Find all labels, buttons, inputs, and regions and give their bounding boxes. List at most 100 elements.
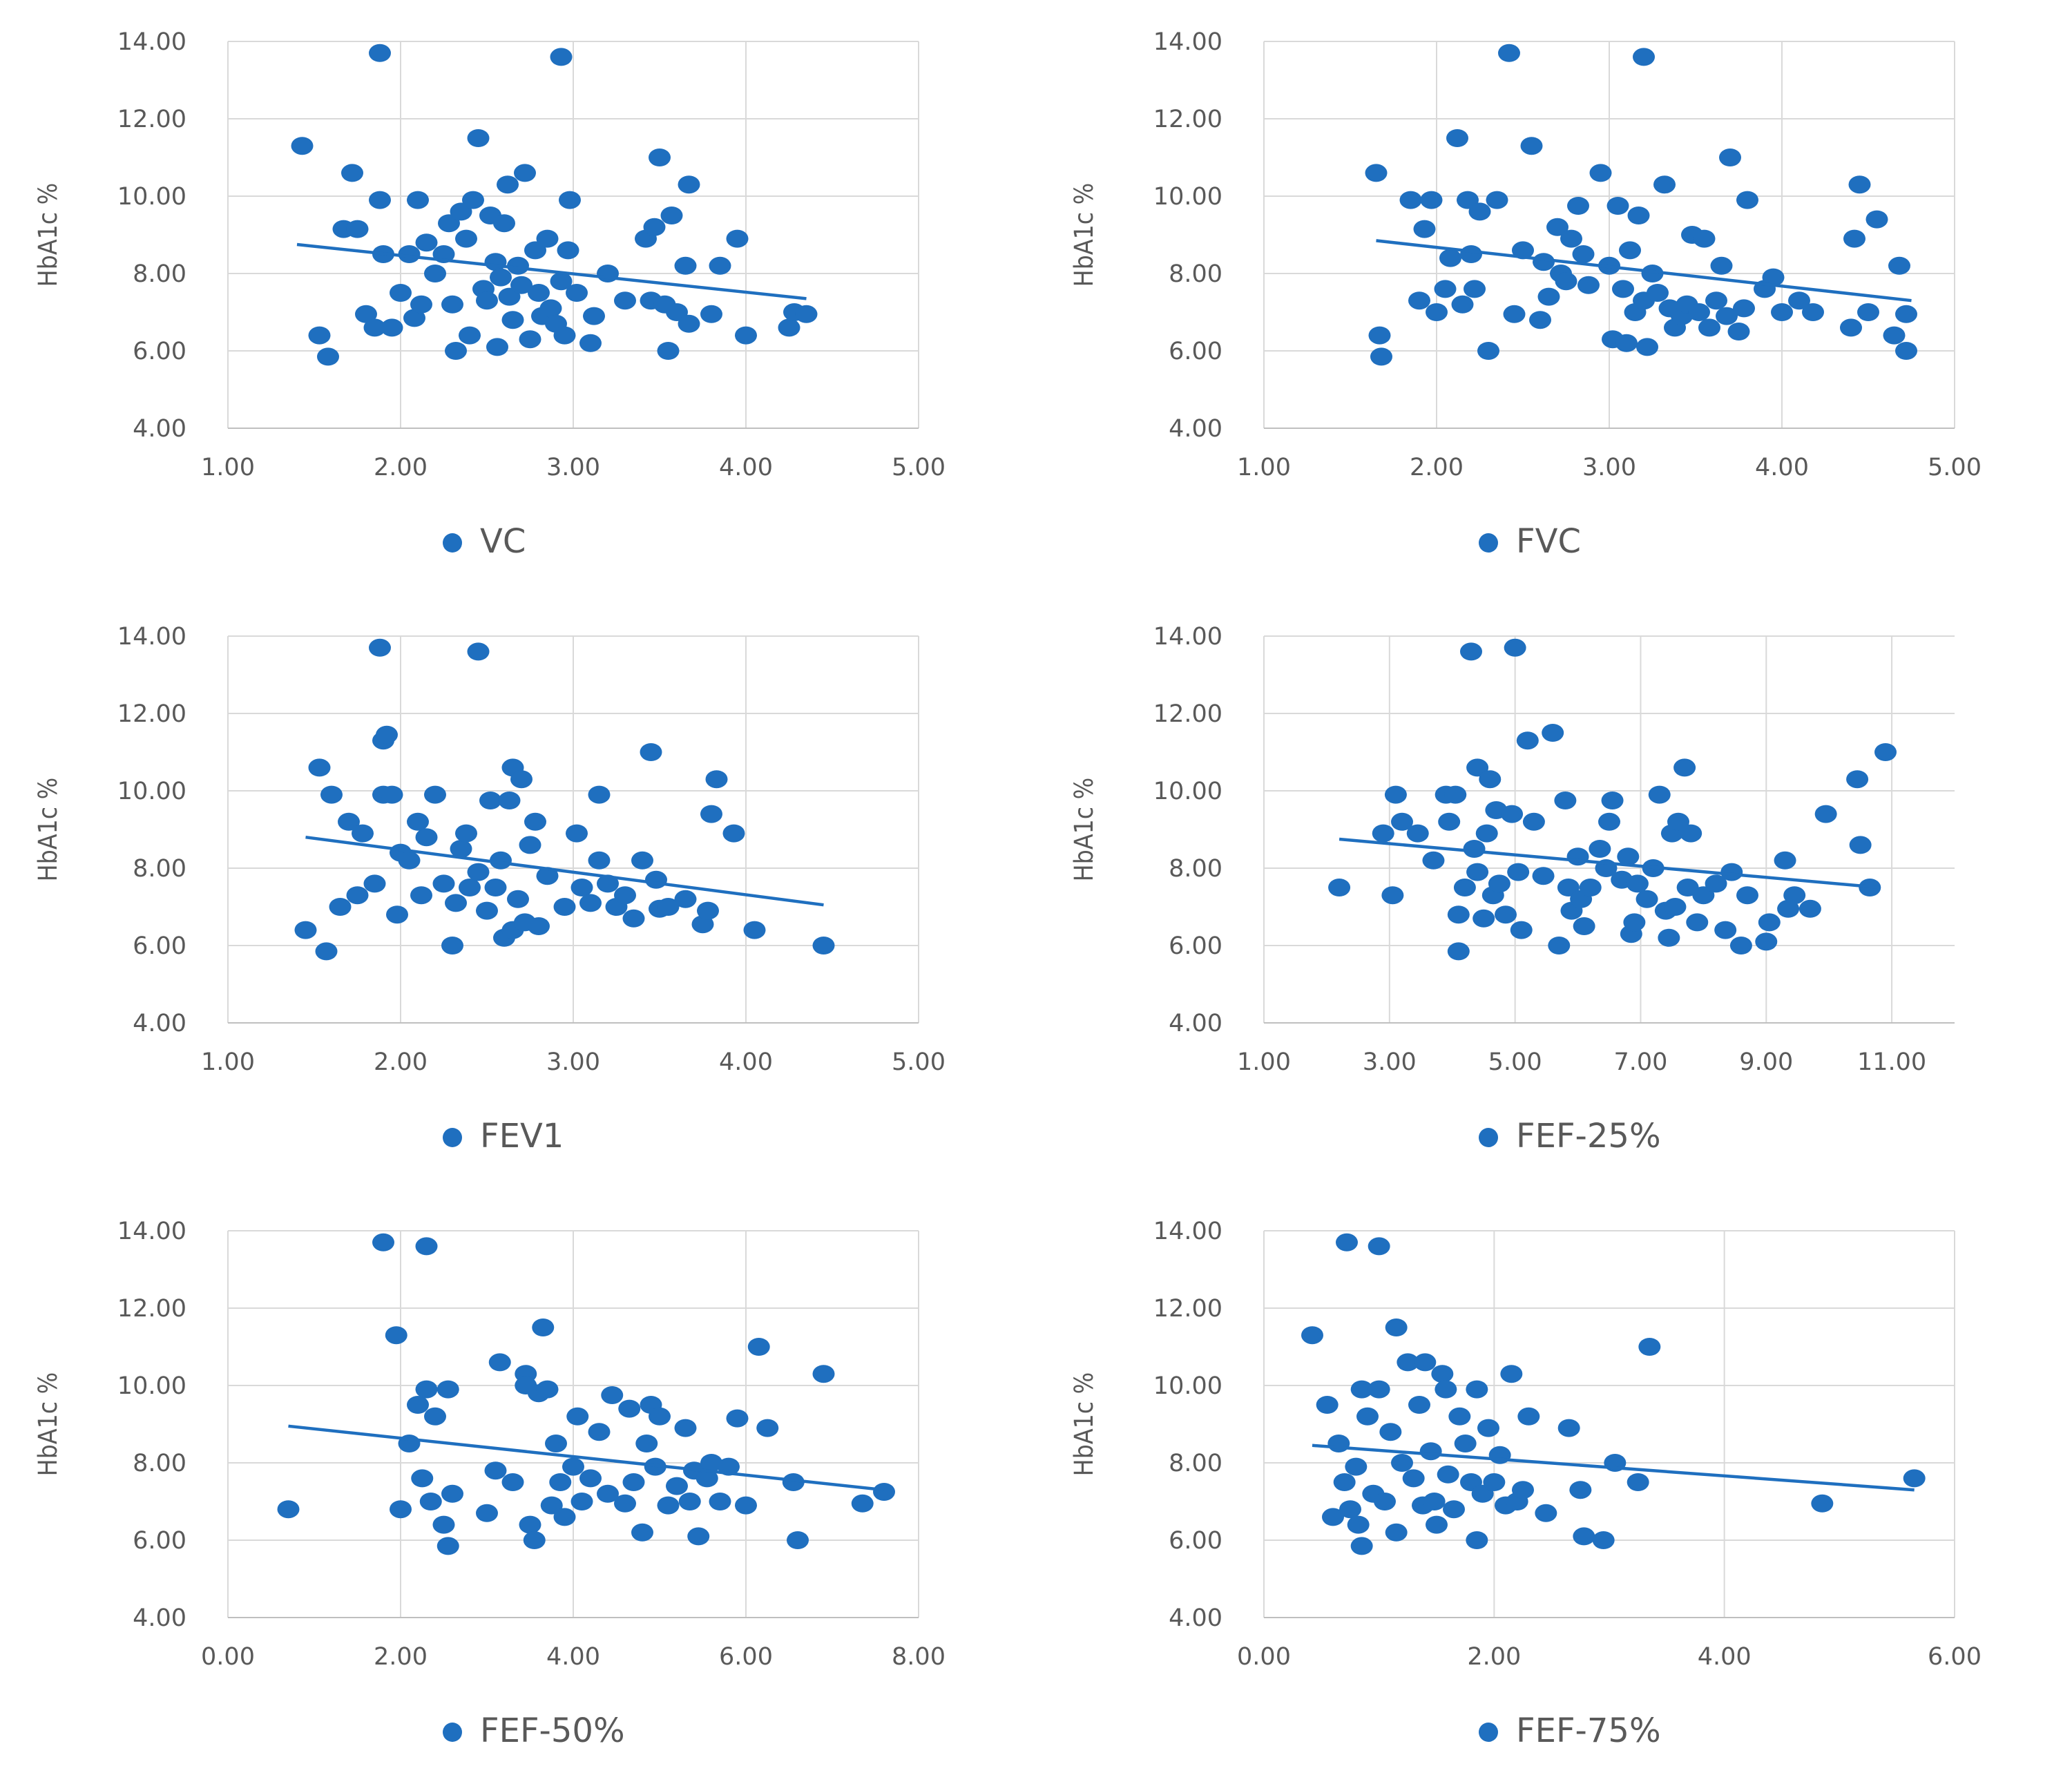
data-point (455, 229, 477, 248)
data-point (700, 305, 722, 323)
data-point (1557, 879, 1580, 896)
data-point (631, 1523, 653, 1542)
data-point (635, 1435, 658, 1452)
data-point (1370, 347, 1392, 366)
data-point (424, 785, 446, 804)
data-point (1435, 1380, 1457, 1399)
x-tick-label: 3.00 (1363, 1048, 1417, 1076)
data-point (415, 233, 438, 252)
data-point (476, 291, 498, 310)
x-tick-label: 4.00 (1698, 1643, 1752, 1671)
data-point (614, 1494, 636, 1513)
data-point (315, 942, 338, 961)
data-point (1636, 338, 1658, 356)
data-point (1783, 886, 1806, 905)
data-point (1589, 840, 1611, 858)
data-point (390, 1500, 412, 1519)
data-point (1431, 1365, 1454, 1383)
data-point (1788, 291, 1810, 310)
data-point (657, 342, 680, 360)
y-tick-label: 6.00 (133, 1527, 186, 1555)
data-point (390, 284, 412, 302)
data-point (519, 330, 541, 349)
data-point (1345, 1457, 1368, 1476)
data-point (1673, 758, 1696, 777)
data-point (1533, 253, 1555, 271)
data-point (1385, 1523, 1408, 1542)
legend-marker (443, 1128, 462, 1147)
y-tick-label: 10.00 (117, 1372, 186, 1400)
data-point (1573, 917, 1595, 935)
data-point (479, 792, 501, 809)
data-point (1419, 1442, 1442, 1461)
data-point (601, 1386, 624, 1404)
chart-fef50-svg: 4.00 6.00 8.00 10.00 12.00 14.00 0.00 2.00 4.00 6… (33, 1218, 946, 1750)
data-point (1627, 207, 1650, 224)
data-point (588, 851, 611, 870)
y-tick-label: 14.00 (1153, 28, 1222, 56)
data-point (1451, 295, 1474, 314)
x-tick-label: 1.00 (1237, 1048, 1291, 1076)
data-point (498, 792, 521, 809)
data-point (523, 1531, 546, 1549)
data-point (1638, 1338, 1661, 1356)
data-point (1466, 1380, 1488, 1399)
data-point (1468, 202, 1491, 221)
data-point (459, 326, 481, 345)
data-point (597, 1484, 619, 1503)
data-point (735, 326, 757, 345)
data-point (726, 229, 749, 248)
data-point (1350, 1380, 1373, 1399)
data-point (369, 638, 391, 657)
data-point (1347, 1515, 1370, 1534)
data-point (709, 1493, 731, 1510)
data-point (484, 879, 507, 896)
data-point (376, 725, 398, 744)
data-point (1466, 758, 1489, 777)
data-point (441, 295, 463, 314)
y-tick-label: 8.00 (133, 855, 186, 883)
data-point (1577, 276, 1600, 294)
data-point (678, 1493, 701, 1510)
data-point (566, 824, 588, 843)
x-tick-label: 2.00 (374, 1048, 428, 1076)
data-point (1504, 638, 1526, 657)
x-tick-label: 5.00 (892, 1048, 946, 1076)
data-point (488, 1353, 511, 1372)
data-point (317, 347, 339, 366)
data-point (1865, 210, 1888, 229)
data-point (643, 218, 666, 236)
data-point (640, 743, 662, 761)
data-point (1716, 307, 1738, 325)
data-point (1466, 863, 1489, 881)
data-point (674, 256, 697, 275)
chart-fev1-svg: 4.00 6.00 8.00 10.00 12.00 14.00 1.00 2.00 3.00 4… (33, 623, 946, 1155)
data-point (1705, 291, 1727, 310)
x-tick-label: 0.00 (1237, 1643, 1291, 1671)
data-point (1729, 937, 1752, 955)
chart-fef25: 4.00 6.00 8.00 10.00 12.00 14.00 1.00 3.00 5.00 7… (1036, 595, 2072, 1189)
data-point (432, 1515, 455, 1534)
data-point (614, 886, 636, 905)
data-point (579, 1469, 602, 1488)
legend-marker (443, 1723, 462, 1742)
data-point (1814, 805, 1837, 823)
data-point (1606, 197, 1629, 215)
data-point (437, 1537, 459, 1555)
data-point (1374, 1493, 1396, 1510)
data-point (1758, 913, 1781, 932)
data-point (726, 1409, 749, 1428)
data-point (329, 898, 352, 916)
chart-vc: 4.00 6.00 8.00 10.00 12.00 14.00 1.00 2.00 3.00 4… (0, 0, 1036, 595)
data-point (1517, 1407, 1540, 1426)
data-point (338, 812, 360, 831)
data-point (735, 1496, 757, 1515)
data-point (583, 307, 605, 325)
y-tick-label: 6.00 (133, 932, 186, 960)
data-point (514, 164, 536, 182)
data-point (385, 1326, 407, 1345)
data-point (1811, 1494, 1834, 1513)
data-point (1546, 218, 1569, 236)
x-tick-label: 4.00 (719, 454, 773, 481)
y-tick-label: 12.00 (117, 1295, 186, 1323)
